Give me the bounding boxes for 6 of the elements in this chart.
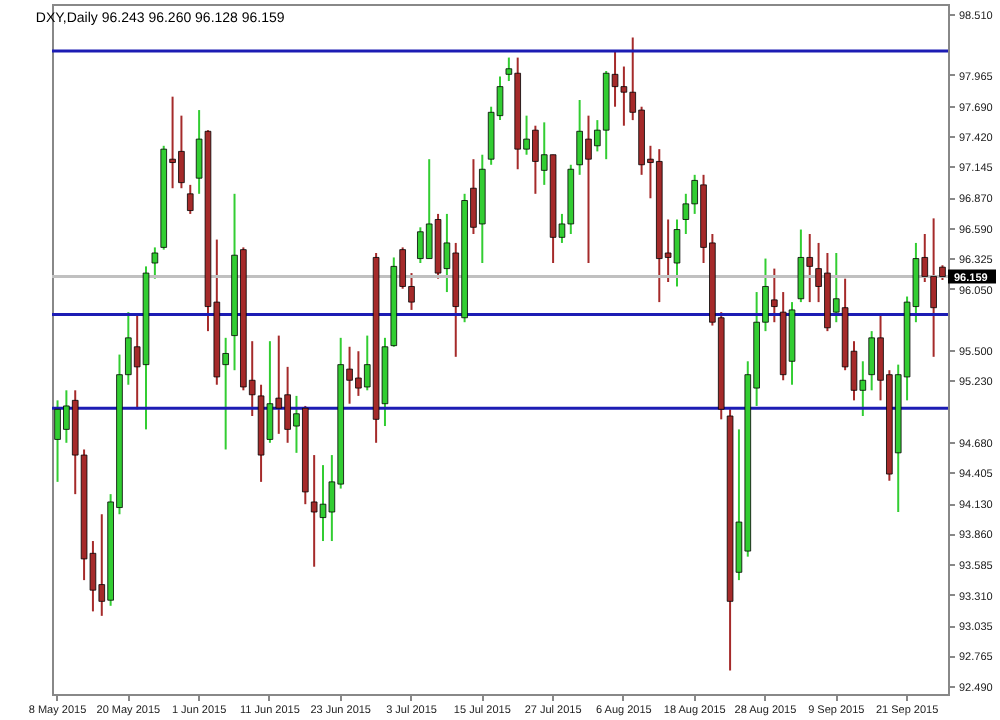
candlestick: [620, 65, 628, 127]
candlestick: [797, 228, 805, 304]
candlestick: [151, 246, 159, 280]
candlestick: [319, 464, 327, 543]
candlestick: [673, 218, 681, 288]
candlestick: [187, 183, 194, 215]
